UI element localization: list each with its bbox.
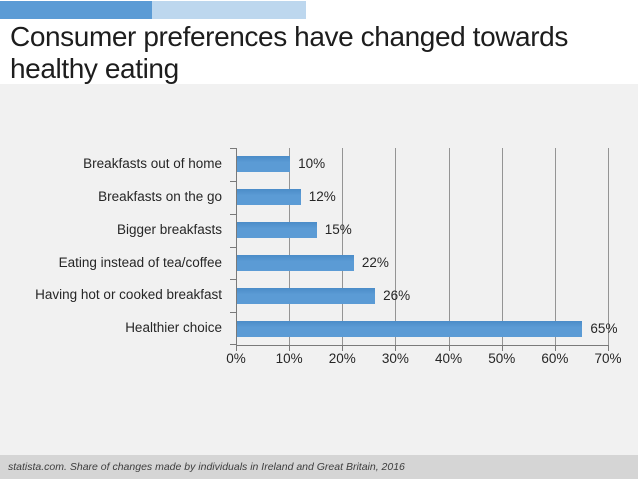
bar-value-label: 10%	[298, 156, 326, 172]
page-title-line2: healthy eating	[10, 53, 179, 84]
x-axis-labels: 0% 10% 20% 30% 40% 50% 60% 70%	[226, 351, 621, 369]
x-axis-tick-label: 20%	[328, 351, 356, 366]
category-label: Bigger breakfasts	[116, 221, 222, 237]
x-axis-tick	[395, 345, 397, 351]
x-axis-tick	[501, 345, 503, 351]
x-axis-tick-label: 10%	[275, 351, 303, 366]
gridline	[608, 148, 609, 345]
y-axis-tick	[230, 247, 237, 248]
header-accent-bar-light	[152, 1, 306, 19]
gridline	[501, 148, 503, 345]
gridline	[289, 148, 291, 345]
bar	[237, 320, 583, 337]
bar	[237, 254, 354, 271]
y-axis-tick	[230, 214, 237, 215]
gridline	[395, 148, 397, 345]
x-axis-tick	[342, 345, 344, 351]
x-axis-tick	[608, 345, 609, 351]
gridline	[448, 148, 450, 345]
y-axis-tick	[230, 181, 237, 182]
y-axis-tick	[230, 148, 237, 149]
x-axis-tick-label: 30%	[381, 351, 409, 366]
category-label: Healthier choice	[125, 320, 222, 336]
category-label: Eating instead of tea/coffee	[58, 254, 222, 270]
y-axis-tick	[230, 279, 237, 280]
bar-value-label: 12%	[308, 189, 336, 205]
category-label: Breakfasts out of home	[83, 156, 222, 171]
x-axis-tick-label: 60%	[541, 351, 569, 366]
category-label: Having hot or cooked breakfast	[35, 287, 222, 303]
gridline	[554, 148, 556, 345]
page-title-line1: Consumer preferences have changed toward…	[10, 21, 568, 52]
x-axis-tick	[554, 345, 556, 351]
bar	[237, 222, 317, 239]
x-axis-tick-label: 70%	[594, 351, 622, 366]
header-accent-bar-dark	[0, 1, 152, 19]
bar	[237, 189, 301, 206]
footer-bar: statista.com. Share of changes made by i…	[0, 455, 638, 479]
bar-value-label: 15%	[324, 222, 352, 238]
x-axis-tick	[236, 345, 237, 351]
source-note: statista.com. Share of changes made by i…	[8, 461, 405, 473]
x-axis-tick	[448, 345, 450, 351]
category-label: Breakfasts on the go	[98, 188, 222, 204]
y-axis-tick	[230, 344, 237, 345]
bar-value-label: 26%	[383, 287, 411, 303]
page-title: Consumer preferences have changed toward…	[10, 21, 620, 85]
bar	[237, 287, 376, 304]
y-axis-tick	[230, 312, 237, 313]
gridline	[342, 148, 344, 345]
bar	[237, 156, 291, 173]
x-axis-tick-label: 40%	[435, 351, 463, 366]
category-labels: Breakfasts out of home Breakfasts on the …	[0, 148, 222, 345]
x-axis-tick-label: 0%	[226, 351, 246, 366]
x-axis-tick-label: 50%	[488, 351, 516, 366]
x-axis-tick	[289, 345, 291, 351]
bar-value-label: 22%	[361, 254, 389, 270]
bar-value-label: 65%	[590, 320, 618, 336]
plot-area: 10% 12% 15% 22% 26% 65%	[230, 148, 617, 351]
